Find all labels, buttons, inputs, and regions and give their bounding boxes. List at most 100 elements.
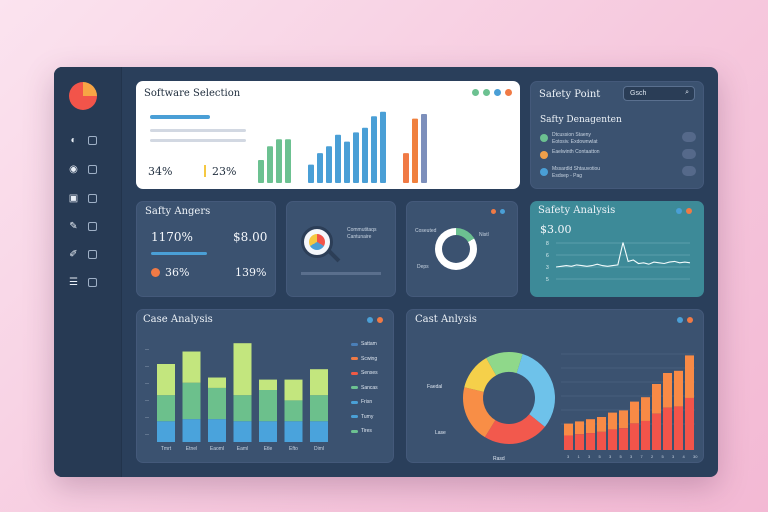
x-tick-label: 3 (672, 454, 675, 459)
stat-divider (204, 165, 206, 177)
legend-item: Sattam (351, 340, 377, 348)
bar-top (674, 370, 683, 407)
sidebar-item-6[interactable]: ☰ (68, 275, 100, 289)
bar (403, 153, 409, 183)
placeholder-line (301, 272, 381, 275)
bar-segment (157, 364, 175, 396)
bar-bottom (652, 413, 661, 450)
legend-item: Frisn (351, 398, 372, 406)
sidebar-item-5[interactable]: ✐ (68, 247, 100, 261)
label-1: Coseuted (415, 228, 437, 234)
bar-segment (259, 379, 277, 390)
progress-line (150, 115, 210, 119)
legend-swatch (351, 415, 358, 418)
sidebar-item-3-sub-icon (88, 193, 97, 203)
x-tick-label: Eaoml (210, 446, 224, 452)
bar-top (641, 397, 650, 421)
y-tick-label: — (145, 346, 149, 351)
placeholder-line (150, 129, 246, 132)
x-tick-label: Tmrt (161, 446, 172, 452)
sidebar-item-1[interactable]: ◐ (68, 133, 100, 147)
x-tick-label: 5 (662, 454, 665, 459)
bar-bottom (619, 428, 628, 450)
x-tick-label: Eaml (237, 446, 248, 452)
sidebar-item-3[interactable]: ▣ (68, 191, 100, 205)
dashboard-window: ◐ ◉ ▣ ✎ ✐ ☰ Software Selection 34% (54, 67, 718, 477)
x-tick-label: 3 (567, 454, 570, 459)
bar-top (652, 384, 661, 414)
value-3: 36% (165, 266, 190, 279)
pie-label: Faedal (427, 384, 442, 390)
blue-dot (367, 317, 373, 323)
bar-top (619, 410, 628, 429)
bar-bottom (608, 429, 617, 450)
bar (371, 116, 377, 183)
magnifier-chart-icon (309, 234, 325, 250)
legend-item: Sancas (351, 384, 378, 392)
green-dot (472, 89, 479, 96)
line-chart (556, 242, 691, 280)
legend-label: Sancas (361, 384, 378, 391)
sidebar-item-2[interactable]: ◉ (68, 162, 100, 176)
search-input[interactable]: Gsch ⌕ (623, 86, 695, 101)
y-tick-label: 5 (546, 277, 549, 283)
bar-top (685, 355, 694, 398)
bar (353, 132, 359, 183)
card-dots (491, 209, 505, 214)
pie-slice (463, 387, 496, 438)
legend-swatch (351, 357, 358, 360)
x-tick-label: Diml (314, 446, 324, 452)
magnifier-handle-icon (327, 249, 341, 263)
row-text: Mssardld Shtauvotiou (552, 166, 601, 172)
bar (258, 160, 264, 183)
x-tick-label: 1 (578, 454, 581, 459)
card-dots (677, 317, 693, 323)
card-title: Cast Anlysis (415, 314, 477, 325)
bar-segment (233, 395, 252, 422)
y-tick-label: — (145, 431, 149, 436)
y-tick-label: 3 (546, 265, 549, 271)
bar-segment (208, 419, 226, 442)
menu-icon: ☰ (69, 276, 78, 288)
x-tick-label: 5 (620, 454, 623, 459)
bar-top (663, 373, 672, 408)
row-text: Dtcussion Staeny (552, 132, 591, 138)
bar-segment (233, 343, 252, 396)
safety-row[interactable]: Mssardld Shtauvotiou Esdsep - Pag (540, 166, 696, 180)
value-4: 139% (235, 266, 267, 279)
green-dot-2 (483, 89, 490, 96)
bar (362, 127, 368, 183)
orange-dot (686, 208, 692, 214)
pie-slice (484, 414, 545, 444)
pie-slice (516, 354, 555, 427)
subtitle: Safty Denagenten (540, 115, 622, 125)
safety-point-card: Safety Point Gsch ⌕ Safty Denagenten Dtc… (530, 81, 704, 189)
bar-segment (284, 421, 303, 442)
bar-top (586, 419, 595, 434)
bar-bottom (641, 420, 650, 450)
bar-segment (284, 400, 303, 422)
toggle-button[interactable] (682, 149, 696, 159)
label-2: Nistl (479, 232, 489, 238)
bar-bottom (663, 407, 672, 450)
bar (285, 139, 291, 183)
x-tick-label: 30 (693, 454, 698, 459)
safety-row[interactable]: Eaelwinth Contaatton (540, 149, 696, 163)
toggle-button[interactable] (682, 166, 696, 176)
sidebar-item-5-sub-icon (88, 249, 97, 259)
card-title: Safety Analysis (538, 205, 616, 216)
bar-segment (310, 421, 328, 442)
bar-segment (259, 390, 277, 422)
bar (380, 111, 386, 183)
status-dot-icon (540, 151, 548, 159)
x-tick-label: 4 (683, 454, 686, 459)
legend-label: Frisn (361, 399, 373, 405)
legend-item: Senses (351, 369, 378, 377)
bar (344, 141, 350, 183)
sidebar-item-4[interactable]: ✎ (68, 219, 100, 233)
toggle-button[interactable] (682, 132, 696, 142)
safety-row[interactable]: Dtcussion Staeny Eotosiv. Exdownwlat (540, 132, 696, 146)
y-tick-label: — (145, 397, 149, 402)
card-title: Safty Angers (145, 206, 211, 217)
value-1: 1170% (151, 230, 193, 244)
